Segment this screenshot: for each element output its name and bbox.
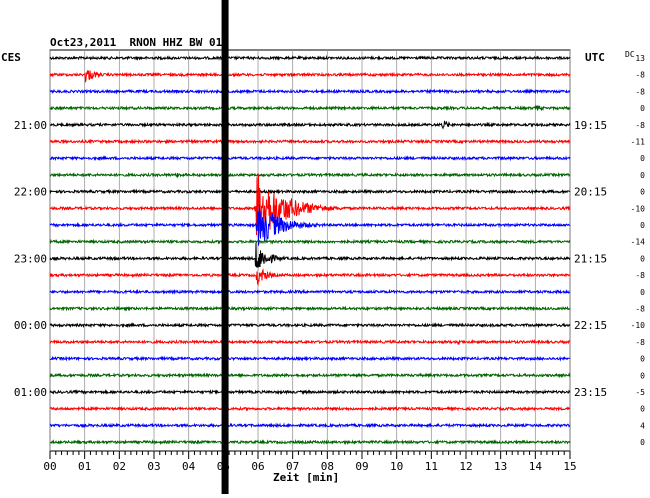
x-tick-label: 05 bbox=[217, 460, 230, 473]
x-tick-label: 08 bbox=[321, 460, 334, 473]
dc-offset-label: -8 bbox=[635, 305, 645, 314]
x-tick-label: 10 bbox=[390, 460, 403, 473]
dc-offset-label: 0 bbox=[640, 188, 645, 197]
trace-line bbox=[49, 305, 571, 312]
x-tick-label: 03 bbox=[147, 460, 160, 473]
trace-line bbox=[49, 405, 571, 412]
dc-offset-label: -10 bbox=[631, 204, 646, 213]
dc-offset-label: 0 bbox=[640, 438, 645, 447]
dc-offset-label: 0 bbox=[640, 355, 645, 364]
left-timezone-label: CES bbox=[1, 51, 21, 64]
right-hour-label: 21:15 bbox=[574, 252, 607, 265]
dc-offset-label: -8 bbox=[635, 87, 645, 96]
dc-offset-label: 0 bbox=[640, 171, 645, 180]
dc-offset-label: -11 bbox=[631, 138, 646, 147]
dc-offset-label: 13 bbox=[635, 54, 645, 63]
trace-line bbox=[49, 242, 571, 269]
trace-line bbox=[49, 388, 571, 396]
trace-line bbox=[49, 104, 571, 112]
dc-offset-label: -5 bbox=[635, 388, 645, 397]
trace-line bbox=[49, 155, 571, 162]
dc-offset-label: -8 bbox=[635, 71, 645, 80]
trace-line bbox=[49, 422, 571, 429]
x-tick-label: 11 bbox=[425, 460, 438, 473]
right-timezone-label: UTC bbox=[585, 51, 605, 64]
x-tick-label: 15 bbox=[563, 460, 576, 473]
x-tick-label: 06 bbox=[251, 460, 264, 473]
trace-line bbox=[49, 138, 571, 145]
trace-line bbox=[49, 322, 571, 329]
left-hour-label: 22:00 bbox=[14, 186, 47, 199]
dc-offset-label: 0 bbox=[640, 371, 645, 380]
trace-line bbox=[49, 70, 571, 83]
x-tick-label: 09 bbox=[355, 460, 368, 473]
trace-line bbox=[49, 188, 571, 195]
dc-offset-label: 0 bbox=[640, 154, 645, 163]
trace-line bbox=[49, 355, 571, 362]
dc-offset-label: -8 bbox=[635, 271, 645, 280]
left-hour-label: 21:00 bbox=[14, 119, 47, 132]
trace-line bbox=[49, 174, 571, 239]
dc-offset-label: 0 bbox=[640, 104, 645, 113]
trace-line bbox=[49, 438, 571, 446]
x-axis-label: Zeit [min] bbox=[273, 471, 339, 484]
labels: 00 01 02 03 04 05 06 07 08 09 10 11 12 13 14 1521:0022:… bbox=[14, 54, 645, 473]
right-hour-label: 19:15 bbox=[574, 119, 607, 132]
trace-line bbox=[49, 120, 571, 130]
trace-line bbox=[49, 288, 571, 295]
dc-offset-label: 0 bbox=[640, 254, 645, 263]
grid bbox=[49, 49, 571, 459]
trace-line bbox=[49, 338, 571, 346]
dc-offset-label: -8 bbox=[635, 338, 645, 347]
dc-offset-label: -14 bbox=[631, 238, 646, 247]
time-marker-line bbox=[221, 0, 229, 494]
x-tick-label: 04 bbox=[182, 460, 196, 473]
right-hour-label: 23:15 bbox=[574, 386, 607, 399]
x-tick-label: 02 bbox=[113, 460, 126, 473]
right-hour-label: 22:15 bbox=[574, 319, 607, 332]
dc-offset-label: 0 bbox=[640, 288, 645, 297]
trace-line bbox=[49, 238, 571, 245]
dc-offset-label: -8 bbox=[635, 121, 645, 130]
x-tick-label: 00 bbox=[43, 460, 56, 473]
trace-line bbox=[49, 204, 571, 246]
dc-offset-label: -10 bbox=[631, 321, 646, 330]
dc-label: DC bbox=[625, 50, 635, 59]
dc-offset-label: 4 bbox=[640, 421, 645, 430]
x-tick-label: 07 bbox=[286, 460, 299, 473]
dc-offset-label: 0 bbox=[640, 221, 645, 230]
x-tick-label: 12 bbox=[459, 460, 472, 473]
right-hour-label: 20:15 bbox=[574, 186, 607, 199]
traces bbox=[49, 0, 571, 494]
trace-line bbox=[49, 268, 571, 287]
x-tick-label: 14 bbox=[529, 460, 543, 473]
dc-offset-label: 0 bbox=[640, 405, 645, 414]
trace-line bbox=[49, 54, 571, 62]
trace-line bbox=[49, 372, 571, 379]
left-hour-label: 00:00 bbox=[14, 319, 47, 332]
chart-title: Oct23,2011 RNON HHZ BW 01 bbox=[50, 36, 223, 49]
x-tick-label: 13 bbox=[494, 460, 507, 473]
trace-line bbox=[49, 88, 571, 95]
trace-line bbox=[49, 171, 571, 179]
x-tick-label: 01 bbox=[78, 460, 91, 473]
left-hour-label: 01:00 bbox=[14, 386, 47, 399]
left-hour-label: 23:00 bbox=[14, 252, 47, 265]
